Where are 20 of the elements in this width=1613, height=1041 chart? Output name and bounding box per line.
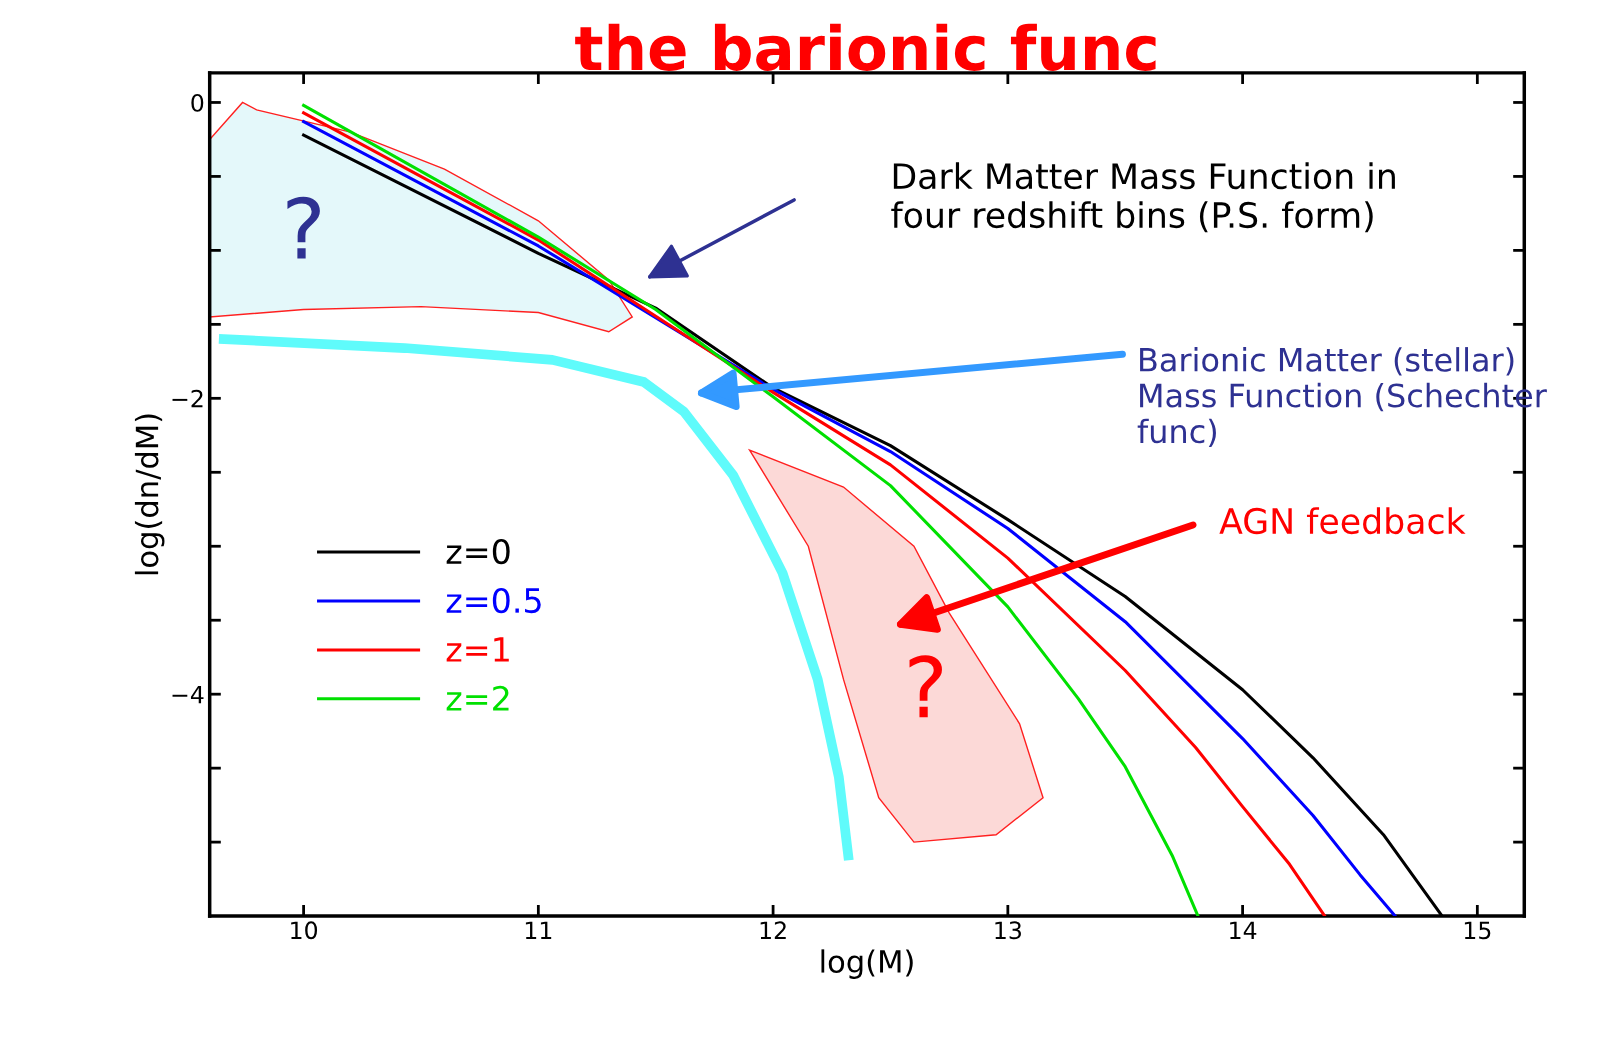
legend-label: z=2 bbox=[446, 685, 509, 711]
annotation: ? bbox=[909, 655, 942, 718]
legend-label: z=0 bbox=[446, 538, 510, 565]
x-tick-label: 15 bbox=[1464, 921, 1491, 940]
x-tick-label: 11 bbox=[525, 921, 552, 939]
y-tick-label: −2 bbox=[172, 389, 203, 408]
annotation: Dark Matter Mass Function in four redshift bins (P.S. form) bbox=[891, 162, 1395, 233]
legend-label: z=1 bbox=[446, 637, 509, 662]
y-tick-label: −4 bbox=[172, 685, 204, 704]
x-axis-title: log(M) bbox=[821, 949, 913, 979]
y-tick-label: 0 bbox=[191, 93, 204, 112]
legend-label: z=0.5 bbox=[446, 587, 541, 614]
x-tick-label: 12 bbox=[760, 921, 786, 939]
y-axis-title: log(dn/dM) bbox=[134, 414, 165, 575]
chart-title: the barionic func bbox=[575, 23, 1156, 71]
annotation: ? bbox=[287, 196, 320, 259]
annotation: AGN feedback bbox=[1219, 507, 1466, 535]
x-tick-label: 10 bbox=[291, 921, 318, 940]
x-tick-label: 14 bbox=[1230, 921, 1257, 939]
x-tick-label: 13 bbox=[995, 921, 1021, 940]
